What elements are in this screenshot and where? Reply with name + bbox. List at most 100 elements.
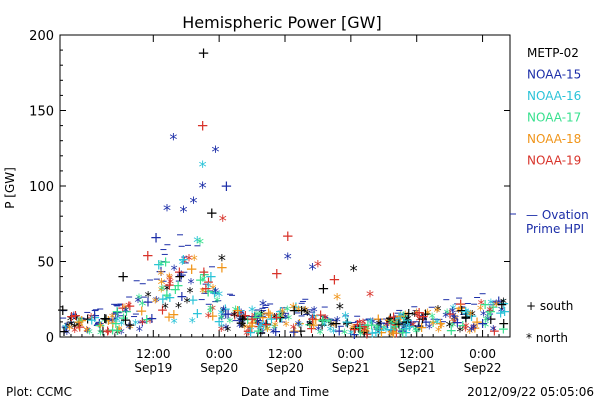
data-point-cloud: * <box>321 319 328 335</box>
data-point-cloud: + <box>315 307 327 323</box>
data-point-cloud: * <box>467 308 474 324</box>
data-point-cloud: + <box>168 307 180 323</box>
data-point-cloud: * <box>483 314 490 330</box>
data-point: * <box>215 287 223 306</box>
data-point-cloud: * <box>455 305 462 321</box>
data-point-cloud: * <box>68 318 75 334</box>
data-point: + <box>117 268 130 286</box>
data-point-cloud: * <box>264 324 271 340</box>
data-point: * <box>196 234 204 253</box>
data-point-cloud: * <box>158 284 165 300</box>
data-point-cloud: + <box>306 321 318 337</box>
data-point: * <box>259 296 267 315</box>
data-point-cloud: * <box>438 320 445 336</box>
data-point: * <box>254 314 262 333</box>
data-point-cloud: + <box>374 322 386 338</box>
data-point: * <box>185 250 193 269</box>
data-point-cloud: + <box>413 305 425 321</box>
data-point: * <box>333 290 341 309</box>
data-point-cloud: + <box>58 324 70 340</box>
data-point-cloud: * <box>317 327 324 343</box>
data-point-cloud: * <box>218 312 225 328</box>
data-point-cloud: * <box>121 302 128 318</box>
data-point-cloud: + <box>121 304 133 320</box>
data-point-cloud: * <box>114 327 121 343</box>
data-point-cloud: * <box>224 324 231 340</box>
data-point-cloud: * <box>116 323 123 339</box>
data-point-cloud: + <box>362 318 374 334</box>
data-point-cloud: + <box>245 318 257 334</box>
data-point-cloud: + <box>394 310 406 326</box>
data-point-cloud: + <box>242 312 254 328</box>
data-point-cloud: + <box>275 311 287 327</box>
data-point: * <box>407 317 415 336</box>
data-point-cloud: * <box>322 312 329 328</box>
data-point-cloud: * <box>412 324 419 340</box>
data-point-cloud: + <box>261 317 273 333</box>
data-point-cloud: + <box>164 290 176 306</box>
data-point-cloud: * <box>450 310 457 326</box>
data-point-cloud: * <box>77 315 84 331</box>
data-point-cloud: + <box>403 306 415 322</box>
data-point-cloud: + <box>349 327 361 343</box>
data-point-cloud: + <box>74 320 86 336</box>
data-point-cloud: + <box>252 323 264 339</box>
data-point-cloud: + <box>99 311 111 327</box>
data-point-cloud: * <box>70 310 77 326</box>
data-point-cloud: + <box>73 315 85 331</box>
data-point-cloud: * <box>118 327 125 343</box>
data-point-cloud: * <box>246 323 253 339</box>
data-point-cloud: * <box>452 312 459 328</box>
data-point-cloud: * <box>73 312 80 328</box>
data-point-cloud: * <box>451 312 458 328</box>
data-point-cloud: * <box>152 296 159 312</box>
x-tick-time-label: 12:00 <box>399 347 434 361</box>
data-point-cloud: + <box>413 319 425 335</box>
data-point-cloud: * <box>415 324 422 340</box>
data-point: * <box>289 299 297 318</box>
data-point-cloud: * <box>66 323 73 339</box>
data-point-cloud: * <box>357 328 364 344</box>
data-point-cloud: * <box>272 320 279 336</box>
data-point-cloud: + <box>203 274 215 290</box>
data-point-cloud: * <box>330 320 337 336</box>
data-point-cloud: * <box>306 319 313 335</box>
data-point-cloud: * <box>71 321 78 337</box>
ovation-hpi-dashes <box>60 234 501 328</box>
data-point-cloud: + <box>493 293 505 309</box>
data-point-cloud: + <box>260 317 272 333</box>
data-point-cloud: * <box>348 327 355 343</box>
data-point-cloud: * <box>315 323 322 339</box>
data-point-cloud: * <box>490 323 497 339</box>
data-point-cloud: * <box>470 322 477 338</box>
data-point: + <box>235 307 248 325</box>
data-point-cloud: * <box>184 295 191 311</box>
data-points: ++*++*+ *+**+ * +****++* **** ** * ****+*+** +* *… <box>56 44 510 344</box>
data-point-cloud: + <box>396 324 408 340</box>
ovation-label-line1: — Ovation <box>526 208 589 222</box>
data-point-cloud: * <box>374 322 381 338</box>
data-point-cloud: + <box>245 325 257 341</box>
data-point-cloud: * <box>421 313 428 329</box>
data-point: * <box>314 257 322 276</box>
data-point: * <box>190 193 198 212</box>
data-point-cloud: * <box>414 310 421 326</box>
data-point: + <box>202 283 215 301</box>
data-point-cloud: + <box>388 326 400 342</box>
data-point-cloud: * <box>465 307 472 323</box>
x-tick-date-label: Sep22 <box>464 361 502 375</box>
data-point-cloud: * <box>158 259 165 275</box>
data-point-cloud: + <box>117 300 129 316</box>
data-point-cloud: + <box>496 297 508 313</box>
y-axis-label: P [GW] <box>3 167 17 209</box>
data-point-cloud: + <box>394 308 406 324</box>
data-point-cloud: + <box>417 311 429 327</box>
data-point-cloud: * <box>433 305 440 321</box>
data-point-cloud: + <box>401 315 413 331</box>
data-point-cloud: * <box>259 327 266 343</box>
data-point-cloud: * <box>302 304 309 320</box>
data-point-cloud: * <box>276 311 283 327</box>
data-point-cloud: + <box>60 320 72 336</box>
legend-entry: NOAA-15 <box>527 68 581 82</box>
data-point-cloud: + <box>142 295 154 311</box>
